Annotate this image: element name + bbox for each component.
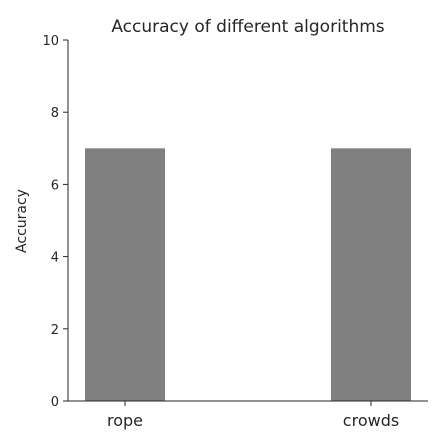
- y-tick-label: 6: [51, 178, 59, 193]
- chart-title: Accuracy of different algorithms: [111, 17, 384, 37]
- y-axis-ticks: 0 2 4 6 8 10: [42, 34, 68, 410]
- x-tick-label-rope: rope: [107, 411, 143, 430]
- x-axis-ticks: rope crowds: [107, 401, 399, 430]
- y-tick-label: 8: [51, 106, 59, 121]
- y-tick-label: 2: [51, 323, 59, 338]
- bar-rope: [85, 148, 165, 401]
- y-tick-label: 0: [51, 395, 59, 410]
- y-tick-label: 4: [51, 251, 59, 266]
- x-tick-label-crowds: crowds: [343, 411, 399, 430]
- bar-crowds: [331, 148, 411, 401]
- bars: [85, 148, 411, 401]
- y-axis-label: Accuracy: [14, 189, 30, 253]
- y-tick-label: 10: [42, 34, 59, 49]
